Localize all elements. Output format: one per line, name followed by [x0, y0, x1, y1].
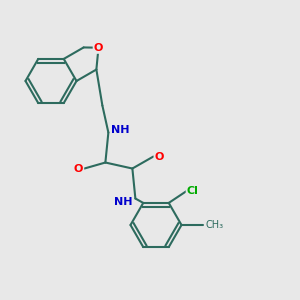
Text: CH₃: CH₃	[206, 220, 224, 230]
Text: Cl: Cl	[187, 186, 199, 196]
Text: O: O	[155, 152, 164, 161]
Text: O: O	[94, 43, 103, 53]
Text: NH: NH	[111, 124, 130, 134]
Text: NH: NH	[114, 196, 133, 206]
Text: O: O	[74, 164, 83, 173]
